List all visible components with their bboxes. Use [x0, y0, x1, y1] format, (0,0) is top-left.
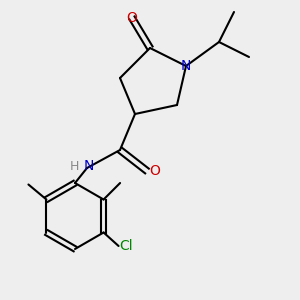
Text: N: N [181, 59, 191, 73]
Text: N: N [83, 160, 94, 173]
Text: O: O [149, 164, 160, 178]
Text: Cl: Cl [119, 239, 133, 253]
Text: O: O [127, 11, 137, 25]
Text: H: H [70, 160, 79, 173]
